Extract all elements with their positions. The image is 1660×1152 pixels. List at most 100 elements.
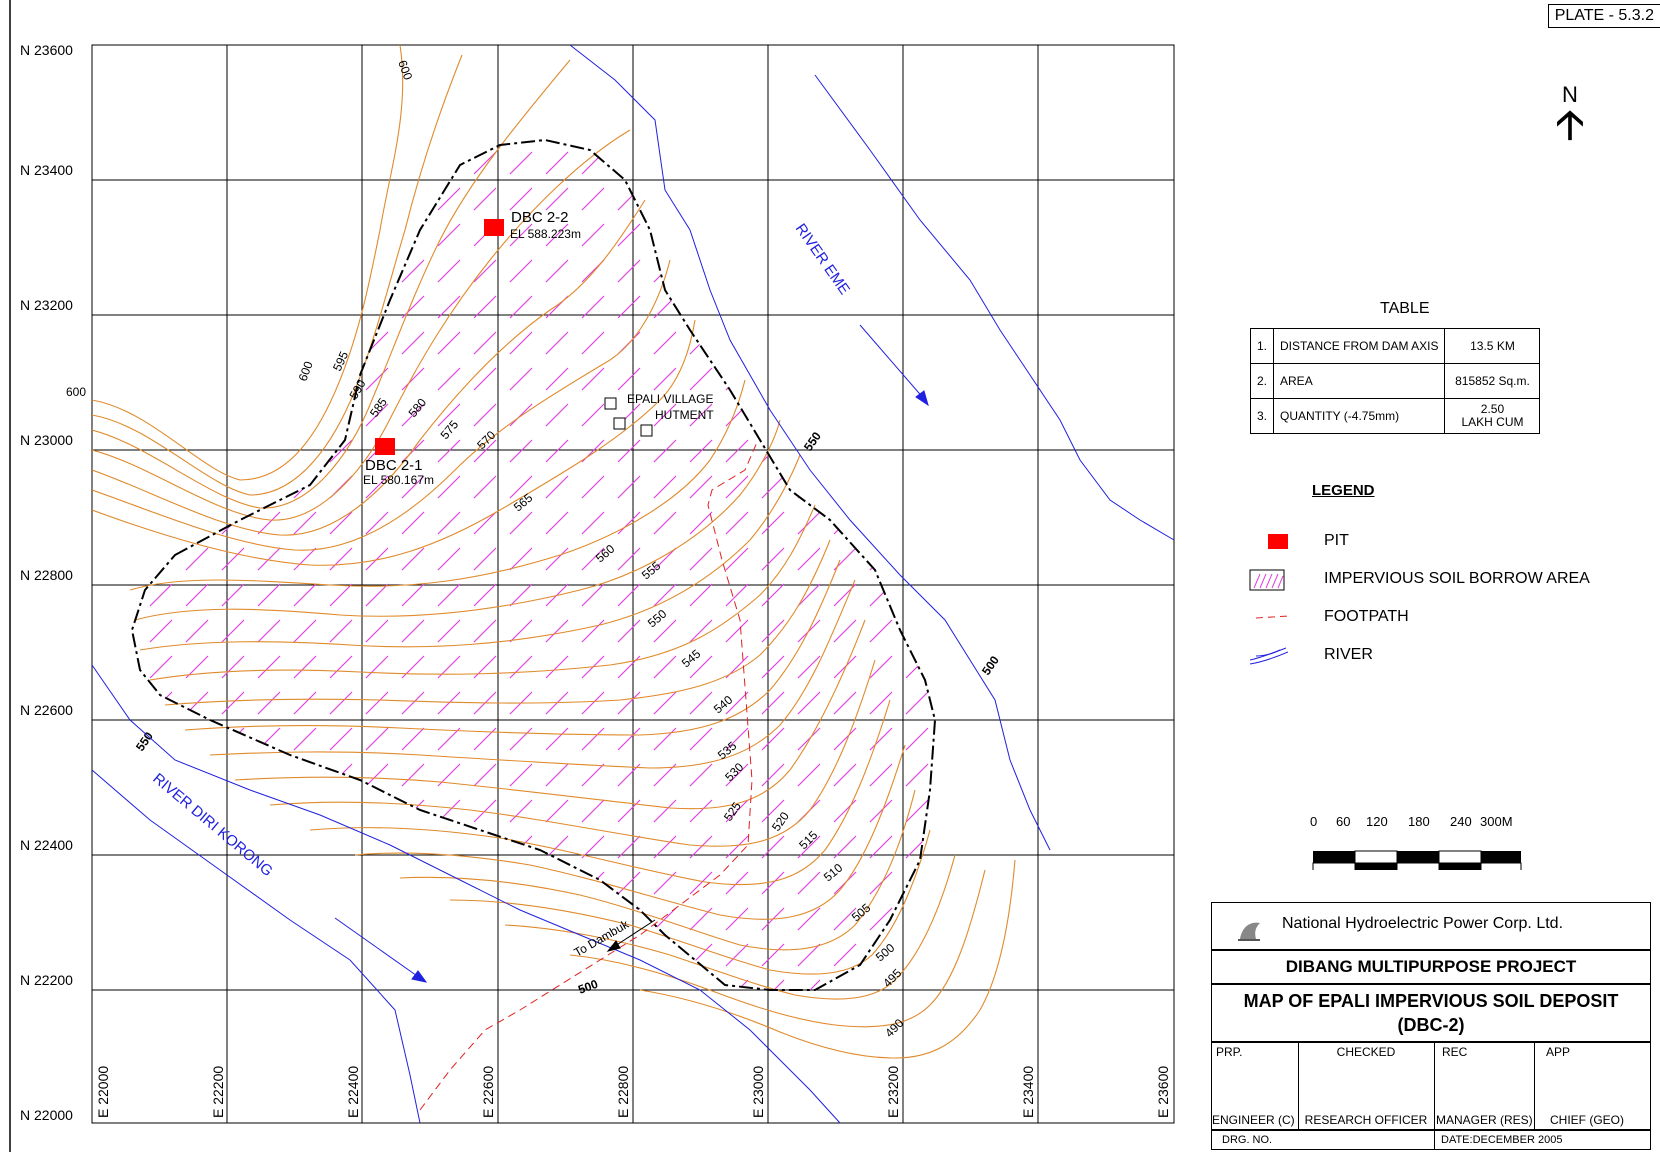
river-eme-label: RIVER EME (792, 221, 853, 298)
pit-dbc-2-1 (375, 438, 395, 455)
pit-dbc-2-2 (484, 219, 504, 236)
table-cell-value: 2.50 LAKH CUM (1445, 399, 1540, 434)
table-value: 815852 Sq.m. (1455, 374, 1530, 388)
north-arrow-icon: 🡡 (1550, 108, 1590, 142)
scale-tick: 60 (1336, 814, 1350, 829)
northing-label: N 22600 (20, 702, 73, 718)
drawing-date: DATE:DECEMBER 2005 (1434, 1131, 1562, 1149)
contour-label: 495 (880, 966, 904, 990)
table-cell-item: AREA (1274, 364, 1445, 399)
northing-label: N 22400 (20, 837, 73, 853)
legend-item-borrow-area: IMPERVIOUS SOIL BORROW AREA (1248, 566, 1608, 592)
contour-label: 500 (576, 977, 600, 997)
river-symbol-icon (1248, 642, 1288, 668)
signature-head: APP (1546, 1045, 1650, 1059)
table-row: 2. AREA 815852 Sq.m. (1251, 364, 1540, 399)
table-title: TABLE (1380, 300, 1430, 318)
contour-label: 600 (395, 58, 415, 82)
scale-tick: 0 (1310, 814, 1317, 829)
easting-label: E 23400 (1020, 1066, 1036, 1118)
table-cell-no: 1. (1251, 329, 1274, 364)
scale-bar: 0 60 120 180 240 300M (1300, 810, 1540, 870)
table-value-unit: LAKH CUM (1451, 416, 1533, 429)
scale-tick: 180 (1408, 814, 1430, 829)
pit-symbol-icon (1248, 528, 1288, 554)
table-row: 1. DISTANCE FROM DAM AXIS 13.5 KM (1251, 329, 1540, 364)
signature-role: ENGINEER (C) (1212, 1113, 1298, 1127)
river-eme-bank-right (815, 75, 1174, 540)
project-title: DIBANG MULTIPURPOSE PROJECT (1211, 950, 1651, 984)
legend-item-river: RIVER (1248, 642, 1608, 668)
northing-label: N 23400 (20, 162, 73, 178)
pit-dbc-2-1-name: DBC 2-1 (365, 457, 423, 474)
title-block: National Hydroelectric Power Corp. Ltd. … (1211, 902, 1651, 1150)
org-logo-icon (1236, 917, 1264, 943)
signature-cell: PRP. ENGINEER (C) (1212, 1043, 1299, 1129)
scale-ticks: 0 60 120 180 240 300M (1300, 810, 1540, 826)
signature-head: CHECKED (1298, 1045, 1434, 1059)
river-diri-label: RIVER DIRI KORONG (149, 770, 275, 880)
footpath-symbol-icon (1248, 604, 1288, 630)
easting-label: E 23000 (750, 1066, 766, 1118)
title-block-org-row: National Hydroelectric Power Corp. Ltd. (1211, 902, 1651, 950)
signature-cell: APP CHIEF (GEO) (1534, 1043, 1650, 1129)
table-value: 13.5 KM (1470, 339, 1515, 353)
signature-role: CHIEF (GEO) (1550, 1113, 1650, 1127)
plate-number: PLATE - 5.3.2 (1548, 4, 1660, 28)
table-cell-value: 13.5 KM (1445, 329, 1540, 364)
contour-label: 500 (873, 940, 898, 964)
scale-tick: 240 (1450, 814, 1472, 829)
legend-label: IMPERVIOUS SOIL BORROW AREA (1324, 570, 1590, 588)
signature-role: RESEARCH OFFICER (1298, 1113, 1434, 1127)
easting-label: E 22800 (615, 1066, 631, 1118)
signature-role: MANAGER (RES) (1436, 1113, 1534, 1127)
legend-label: RIVER (1324, 646, 1373, 664)
pit-dbc-2-1-elevation: EL 580.167m (363, 473, 434, 487)
northing-label: N 22000 (20, 1107, 73, 1123)
scale-bar-graphic (1300, 830, 1540, 870)
northing-label: N 23600 (20, 42, 73, 58)
signature-head: PRP. (1216, 1045, 1298, 1059)
drawing-number: DRG. NO. (1222, 1131, 1272, 1149)
contour-label: 600 (296, 359, 316, 383)
map-title-line1: MAP OF EPALI IMPERVIOUS SOIL DEPOSIT (1212, 989, 1650, 1013)
table-cell-value: 815852 Sq.m. (1445, 364, 1540, 399)
legend-label: FOOTPATH (1324, 608, 1409, 626)
map-title: MAP OF EPALI IMPERVIOUS SOIL DEPOSIT (DB… (1211, 984, 1651, 1042)
signature-head: REC (1442, 1045, 1534, 1059)
northing-label: N 23200 (20, 297, 73, 313)
northing-label: N 23000 (20, 432, 73, 448)
river-diri-bank-lower (92, 770, 420, 1123)
pit-dbc-2-2-name: DBC 2-2 (511, 209, 569, 226)
easting-label: E 23600 (1155, 1066, 1171, 1118)
drawing-info-row: DRG. NO. DATE:DECEMBER 2005 (1211, 1130, 1651, 1150)
legend-title: LEGEND (1312, 482, 1375, 499)
contour-label: 595 (330, 349, 351, 373)
table-cell-item: DISTANCE FROM DAM AXIS (1274, 329, 1445, 364)
northing-label: N 22800 (20, 567, 73, 583)
table-cell-no: 2. (1251, 364, 1274, 399)
signature-cell: CHECKED RESEARCH OFFICER (1298, 1043, 1435, 1129)
contour-label: 600 (66, 385, 86, 399)
contour-label: 500 (979, 653, 1002, 678)
northing-label: N 22200 (20, 972, 73, 988)
hatch-symbol-icon (1248, 566, 1288, 592)
map-title-line2: (DBC-2) (1212, 1013, 1650, 1037)
legend-label: PIT (1324, 532, 1349, 550)
org-name: National Hydroelectric Power Corp. Ltd. (1282, 915, 1563, 933)
signature-cell: REC MANAGER (RES) (1434, 1043, 1535, 1129)
easting-label: E 22600 (480, 1066, 496, 1118)
table-cell-item: QUANTITY (-4.75mm) (1274, 399, 1445, 434)
info-table: 1. DISTANCE FROM DAM AXIS 13.5 KM 2. ARE… (1250, 328, 1540, 434)
village-label-line1: EPALI VILLAGE (627, 392, 714, 406)
north-arrow: N 🡡 (1550, 82, 1590, 142)
scale-tick: 120 (1366, 814, 1388, 829)
village-label-line2: HUTMENT (655, 408, 714, 422)
easting-label: E 23200 (885, 1066, 901, 1118)
scale-tick: 300M (1480, 814, 1513, 829)
easting-label: E 22400 (345, 1066, 361, 1118)
pit-dbc-2-2-elevation: EL 588.223m (510, 227, 581, 241)
legend-item-pit: PIT (1248, 528, 1608, 554)
northing-labels: N 23600 N 23400 N 23200 N 23000 N 22800 … (20, 42, 73, 1123)
signature-row: PRP. ENGINEER (C) CHECKED RESEARCH OFFIC… (1211, 1042, 1651, 1130)
